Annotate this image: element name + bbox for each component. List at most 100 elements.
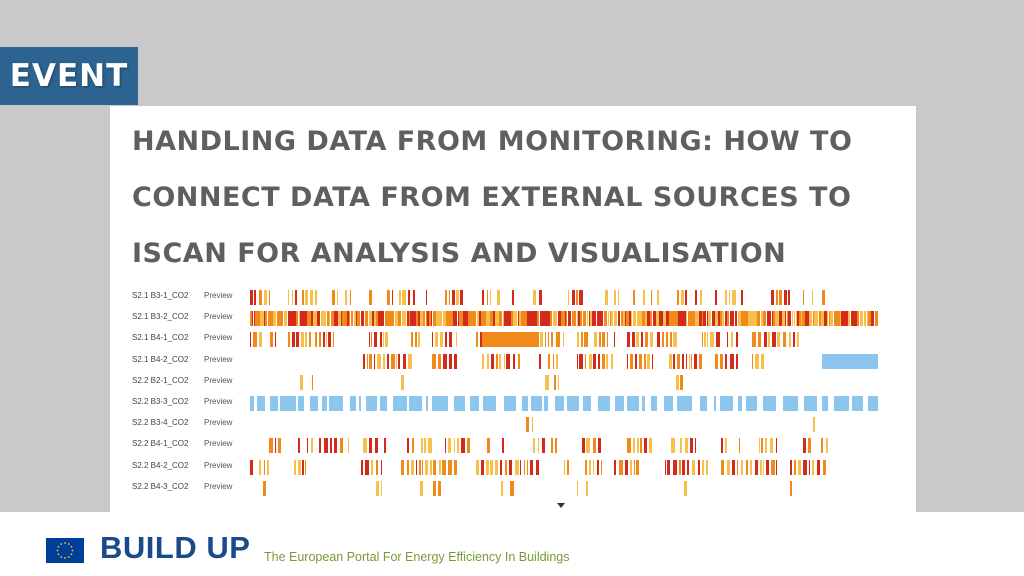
heat-mark <box>366 396 377 411</box>
heat-mark <box>606 332 609 348</box>
heat-mark <box>866 311 868 327</box>
heat-mark <box>783 290 787 305</box>
heat-mark <box>708 311 712 327</box>
heat-mark <box>769 438 774 454</box>
heat-mark <box>584 353 587 369</box>
heat-mark <box>582 311 585 327</box>
heat-mark <box>387 290 391 305</box>
preview-link[interactable]: Preview <box>204 375 233 385</box>
heat-mark <box>554 374 557 390</box>
heat-mark <box>791 311 794 327</box>
heat-mark <box>328 396 343 411</box>
heat-mark <box>703 311 707 327</box>
heat-mark <box>496 353 498 369</box>
heat-mark <box>453 396 466 411</box>
heat-mark <box>681 311 686 327</box>
heat-mark <box>511 290 514 305</box>
preview-link[interactable]: Preview <box>204 312 233 322</box>
heat-mark <box>821 290 826 305</box>
heat-mark <box>262 480 267 496</box>
heat-mark <box>745 459 748 475</box>
heat-mark <box>416 311 418 327</box>
heat-mark <box>647 311 650 327</box>
heat-mark <box>384 311 389 327</box>
heat-mark <box>583 396 591 411</box>
preview-link[interactable]: Preview <box>204 397 233 406</box>
row-label: S2.2 B3-3_CO2 <box>132 397 189 406</box>
heat-mark <box>812 459 815 475</box>
heat-mark <box>656 311 659 327</box>
brand-logo-text[interactable]: BUILD UP <box>100 530 251 565</box>
heat-mark <box>348 438 350 454</box>
heat-mark <box>460 290 463 305</box>
row-track <box>250 457 878 478</box>
heat-mark <box>287 311 290 327</box>
heat-mark <box>308 332 312 348</box>
preview-link[interactable]: Preview <box>204 291 233 300</box>
heat-mark <box>633 459 635 475</box>
heat-mark <box>620 311 623 327</box>
heat-mark <box>682 459 686 475</box>
heat-mark <box>848 311 851 327</box>
heat-mark <box>302 459 304 475</box>
heat-mark <box>619 459 623 475</box>
heat-mark <box>724 311 727 327</box>
heat-mark <box>259 311 264 327</box>
preview-link[interactable]: Preview <box>204 481 233 491</box>
heat-mark <box>758 332 762 348</box>
heat-mark <box>259 290 262 305</box>
heat-mark <box>286 311 288 327</box>
heat-mark <box>564 459 566 475</box>
heat-mark <box>571 290 575 305</box>
heat-mark <box>727 311 730 327</box>
heat-mark <box>598 332 601 348</box>
heat-mark <box>736 459 738 475</box>
preview-link[interactable]: Preview <box>204 460 233 470</box>
heat-mark <box>805 311 809 327</box>
heat-mark <box>498 353 501 369</box>
heat-mark <box>664 459 666 475</box>
title-line-2: CONNECT DATA FROM EXTERNAL SOURCES TO <box>132 182 852 213</box>
heat-mark <box>310 438 314 454</box>
heat-mark <box>691 459 696 475</box>
heat-mark <box>636 459 640 475</box>
heat-mark <box>635 353 637 369</box>
heat-mark <box>394 311 398 327</box>
preview-link[interactable]: Preview <box>204 333 233 343</box>
heat-mark <box>296 311 299 327</box>
heat-mark <box>425 459 429 475</box>
heat-mark <box>699 290 703 305</box>
heat-mark <box>685 290 688 305</box>
heat-mark <box>720 438 723 454</box>
heat-mark <box>602 332 605 348</box>
heat-mark <box>613 290 616 305</box>
heat-mark <box>720 353 723 369</box>
heat-mark <box>438 480 441 496</box>
eu-star <box>67 556 70 558</box>
scroll-down-caret-icon[interactable] <box>557 503 565 508</box>
heat-mark <box>538 290 543 305</box>
heat-mark <box>302 311 306 327</box>
heat-mark <box>592 438 596 454</box>
heat-mark <box>406 311 409 327</box>
heat-mark <box>432 332 434 348</box>
heat-mark <box>598 396 610 411</box>
heatmap-row: S2.2 B3-4_CO2 Preview <box>110 414 916 435</box>
heat-mark <box>535 459 539 475</box>
preview-link[interactable]: Preview <box>204 418 233 428</box>
heat-mark <box>436 311 439 327</box>
heat-mark <box>617 290 620 305</box>
preview-link[interactable]: Preview <box>204 354 233 364</box>
title-line-3: ISCAN FOR ANALYSIS AND VISUALISATION <box>132 238 787 269</box>
heat-mark <box>609 311 612 327</box>
heat-mark <box>710 332 714 348</box>
heat-mark <box>513 311 518 327</box>
heat-mark <box>775 459 778 475</box>
heat-mark <box>526 417 530 433</box>
heat-mark <box>411 332 414 348</box>
heat-mark <box>415 459 417 475</box>
heat-mark <box>292 290 294 305</box>
preview-link[interactable]: Preview <box>204 439 233 449</box>
heat-mark <box>486 438 491 454</box>
heat-mark <box>754 353 759 369</box>
